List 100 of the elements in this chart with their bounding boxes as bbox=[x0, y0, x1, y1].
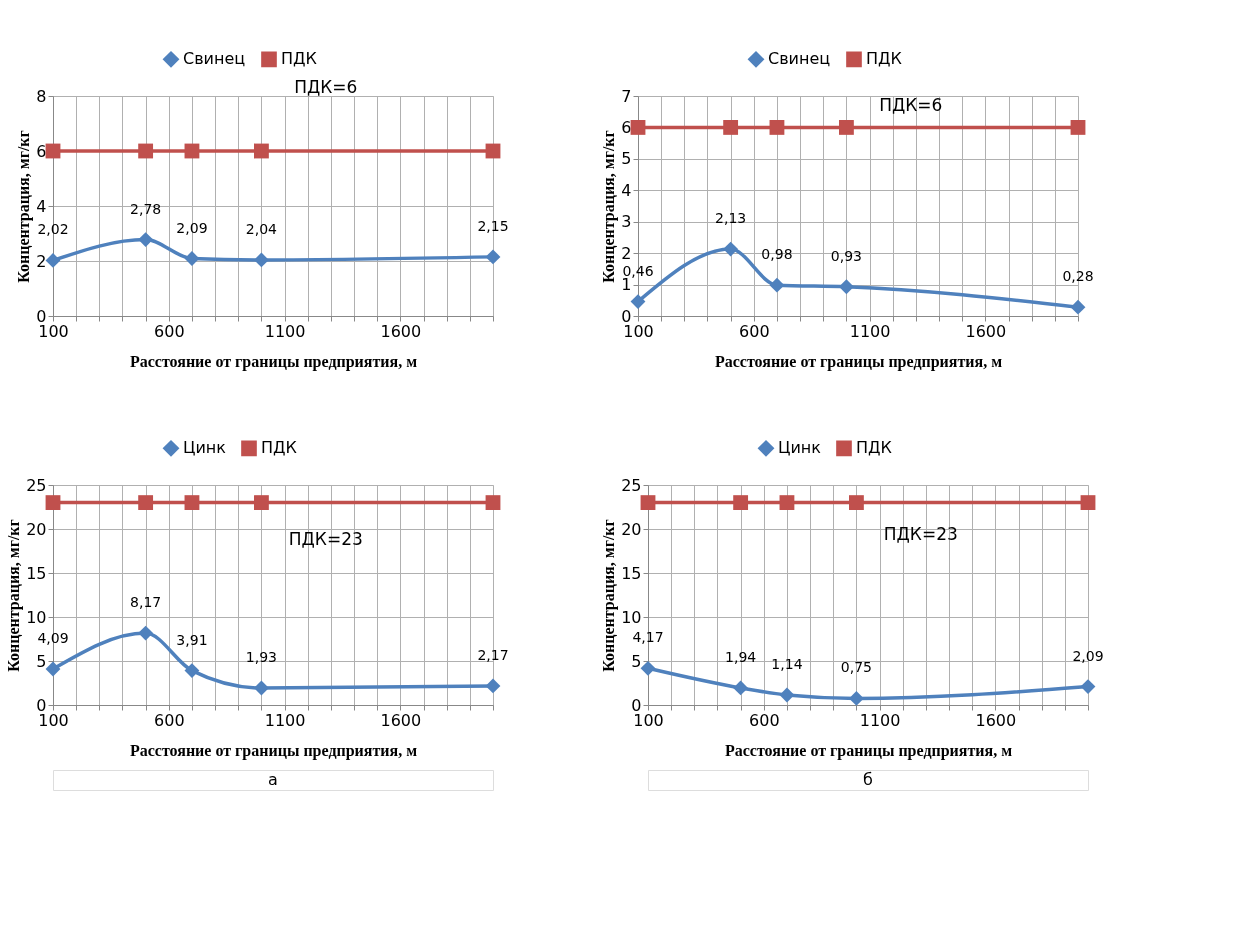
data-label: 1,94 bbox=[725, 648, 757, 665]
point bbox=[640, 495, 656, 511]
point bbox=[733, 495, 749, 511]
y-tick-label: 20 bbox=[621, 519, 642, 539]
point bbox=[630, 120, 646, 135]
data-label: 2,13 bbox=[715, 210, 747, 227]
y-tick-label: 2 bbox=[621, 243, 632, 263]
point bbox=[45, 661, 61, 677]
point bbox=[485, 678, 501, 694]
point bbox=[138, 625, 154, 641]
point bbox=[485, 249, 501, 265]
data-label: 0,93 bbox=[830, 247, 863, 264]
legend-label: Цинк bbox=[778, 438, 822, 458]
y-tick-label: 6 bbox=[621, 117, 632, 137]
point bbox=[184, 495, 200, 511]
point bbox=[769, 120, 785, 135]
y-tick-label: 4 bbox=[36, 196, 47, 216]
point bbox=[723, 120, 739, 135]
point bbox=[138, 495, 154, 511]
point bbox=[184, 663, 200, 679]
data-label: 3,91 bbox=[176, 631, 208, 648]
legend-label: Цинк bbox=[183, 438, 227, 458]
point bbox=[779, 687, 795, 703]
legend-label: ПДК bbox=[261, 438, 298, 458]
x-axis-title: Расстояние от границы предприятия, м bbox=[724, 741, 1013, 760]
point bbox=[1080, 495, 1096, 511]
point bbox=[254, 143, 269, 159]
point bbox=[839, 120, 854, 135]
data-label: 1,14 bbox=[771, 655, 803, 672]
point bbox=[138, 232, 154, 247]
y-tick-label: 2 bbox=[36, 251, 47, 271]
annotation: ПДК=6 bbox=[294, 77, 358, 97]
point bbox=[769, 277, 785, 293]
data-label: 2,04 bbox=[245, 220, 278, 237]
x-tick-label: 1600 bbox=[380, 321, 422, 341]
y-tick-label: 5 bbox=[631, 651, 642, 671]
data-label: 4,17 bbox=[632, 629, 664, 646]
annotation: ПДК=23 bbox=[883, 524, 958, 544]
annotation: ПДК=6 bbox=[879, 95, 943, 115]
x-tick-label: 600 bbox=[154, 710, 185, 730]
y-tick-label: 10 bbox=[621, 607, 642, 627]
y-tick-label: 4 bbox=[621, 180, 632, 200]
x-tick-label: 1600 bbox=[380, 710, 422, 730]
y-axis-title: Концентрация, мг/кг bbox=[600, 519, 619, 672]
data-label: 2,17 bbox=[477, 646, 509, 663]
x-tick-label: 1600 bbox=[975, 710, 1017, 730]
y-axis-title: Концентрация, мг/кг bbox=[600, 130, 619, 283]
data-label: 2,09 bbox=[176, 219, 208, 236]
x-tick-label: 600 bbox=[749, 710, 780, 730]
x-tick-label: 1100 bbox=[264, 710, 306, 730]
legend-label: Свинец bbox=[183, 49, 246, 69]
y-axis-title: Концентрация, мг/кг bbox=[15, 130, 34, 283]
data-label: 2,15 bbox=[477, 217, 509, 234]
legend-label: ПДК bbox=[866, 49, 903, 69]
legend-label: ПДК bbox=[281, 49, 318, 69]
y-tick-label: 20 bbox=[26, 519, 47, 539]
y-tick-label: 25 bbox=[621, 475, 642, 495]
data-label: 2,78 bbox=[130, 200, 162, 217]
x-axis-title: Расстояние от границы предприятия, м bbox=[714, 352, 1003, 371]
point bbox=[1070, 299, 1086, 315]
x-axis-title: Расстояние от границы предприятия, м bbox=[129, 352, 418, 371]
x-tick-label: 1100 bbox=[849, 321, 891, 341]
data-label: 8,17 bbox=[130, 594, 162, 611]
point bbox=[849, 690, 864, 706]
y-axis-title: Концентрация, мг/кг bbox=[5, 519, 24, 672]
y-tick-label: 3 bbox=[621, 212, 632, 232]
point bbox=[839, 279, 854, 295]
data-label: 0,98 bbox=[761, 246, 793, 263]
y-tick-label: 25 bbox=[26, 475, 47, 495]
point bbox=[723, 241, 739, 257]
y-tick-label: 15 bbox=[26, 563, 47, 583]
x-tick-label: 600 bbox=[739, 321, 770, 341]
point bbox=[485, 495, 501, 511]
point bbox=[254, 495, 269, 511]
data-label: 0,75 bbox=[840, 659, 873, 676]
data-label: 2,02 bbox=[37, 221, 69, 238]
point bbox=[640, 660, 656, 676]
data-label: 2,09 bbox=[1072, 647, 1104, 664]
y-tick-label: 15 bbox=[621, 563, 642, 583]
point bbox=[254, 252, 269, 268]
legend-label: ПДК bbox=[856, 438, 893, 458]
data-label: 1,93 bbox=[245, 649, 278, 666]
point bbox=[184, 251, 200, 266]
legend-label: Свинец bbox=[768, 49, 831, 69]
x-tick-label: 1100 bbox=[859, 710, 901, 730]
data-label: 0,28 bbox=[1062, 268, 1094, 285]
point bbox=[733, 680, 749, 696]
x-tick-label: 600 bbox=[154, 321, 185, 341]
y-tick-label: 5 bbox=[621, 149, 632, 169]
point bbox=[45, 143, 61, 159]
x-axis-title: Расстояние от границы предприятия, м bbox=[129, 741, 418, 760]
annotation: ПДК=23 bbox=[288, 529, 363, 549]
point bbox=[138, 143, 154, 159]
y-tick-label: 5 bbox=[36, 651, 47, 671]
point bbox=[779, 495, 795, 511]
text: б bbox=[863, 770, 873, 789]
y-tick-label: 7 bbox=[621, 86, 632, 106]
y-tick-label: 8 bbox=[36, 86, 47, 106]
text: а bbox=[268, 770, 278, 789]
data-label: 4,09 bbox=[37, 630, 69, 647]
